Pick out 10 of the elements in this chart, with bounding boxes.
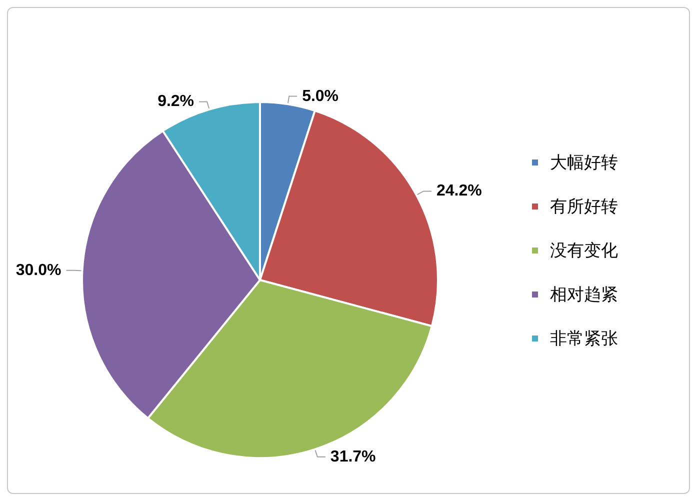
data-label: 9.2% bbox=[158, 93, 194, 110]
data-label: 31.7% bbox=[330, 448, 376, 466]
legend-label: 相对趋紧 bbox=[550, 285, 618, 304]
legend-label: 大幅好转 bbox=[550, 153, 618, 172]
legend-label: 没有变化 bbox=[550, 241, 618, 260]
data-label: 24.2% bbox=[436, 182, 482, 200]
legend-label: 非常紧张 bbox=[550, 329, 618, 348]
legend-label: 有所好转 bbox=[550, 197, 618, 216]
data-label: 5.0% bbox=[302, 88, 339, 105]
data-label: 30.0% bbox=[16, 262, 62, 279]
